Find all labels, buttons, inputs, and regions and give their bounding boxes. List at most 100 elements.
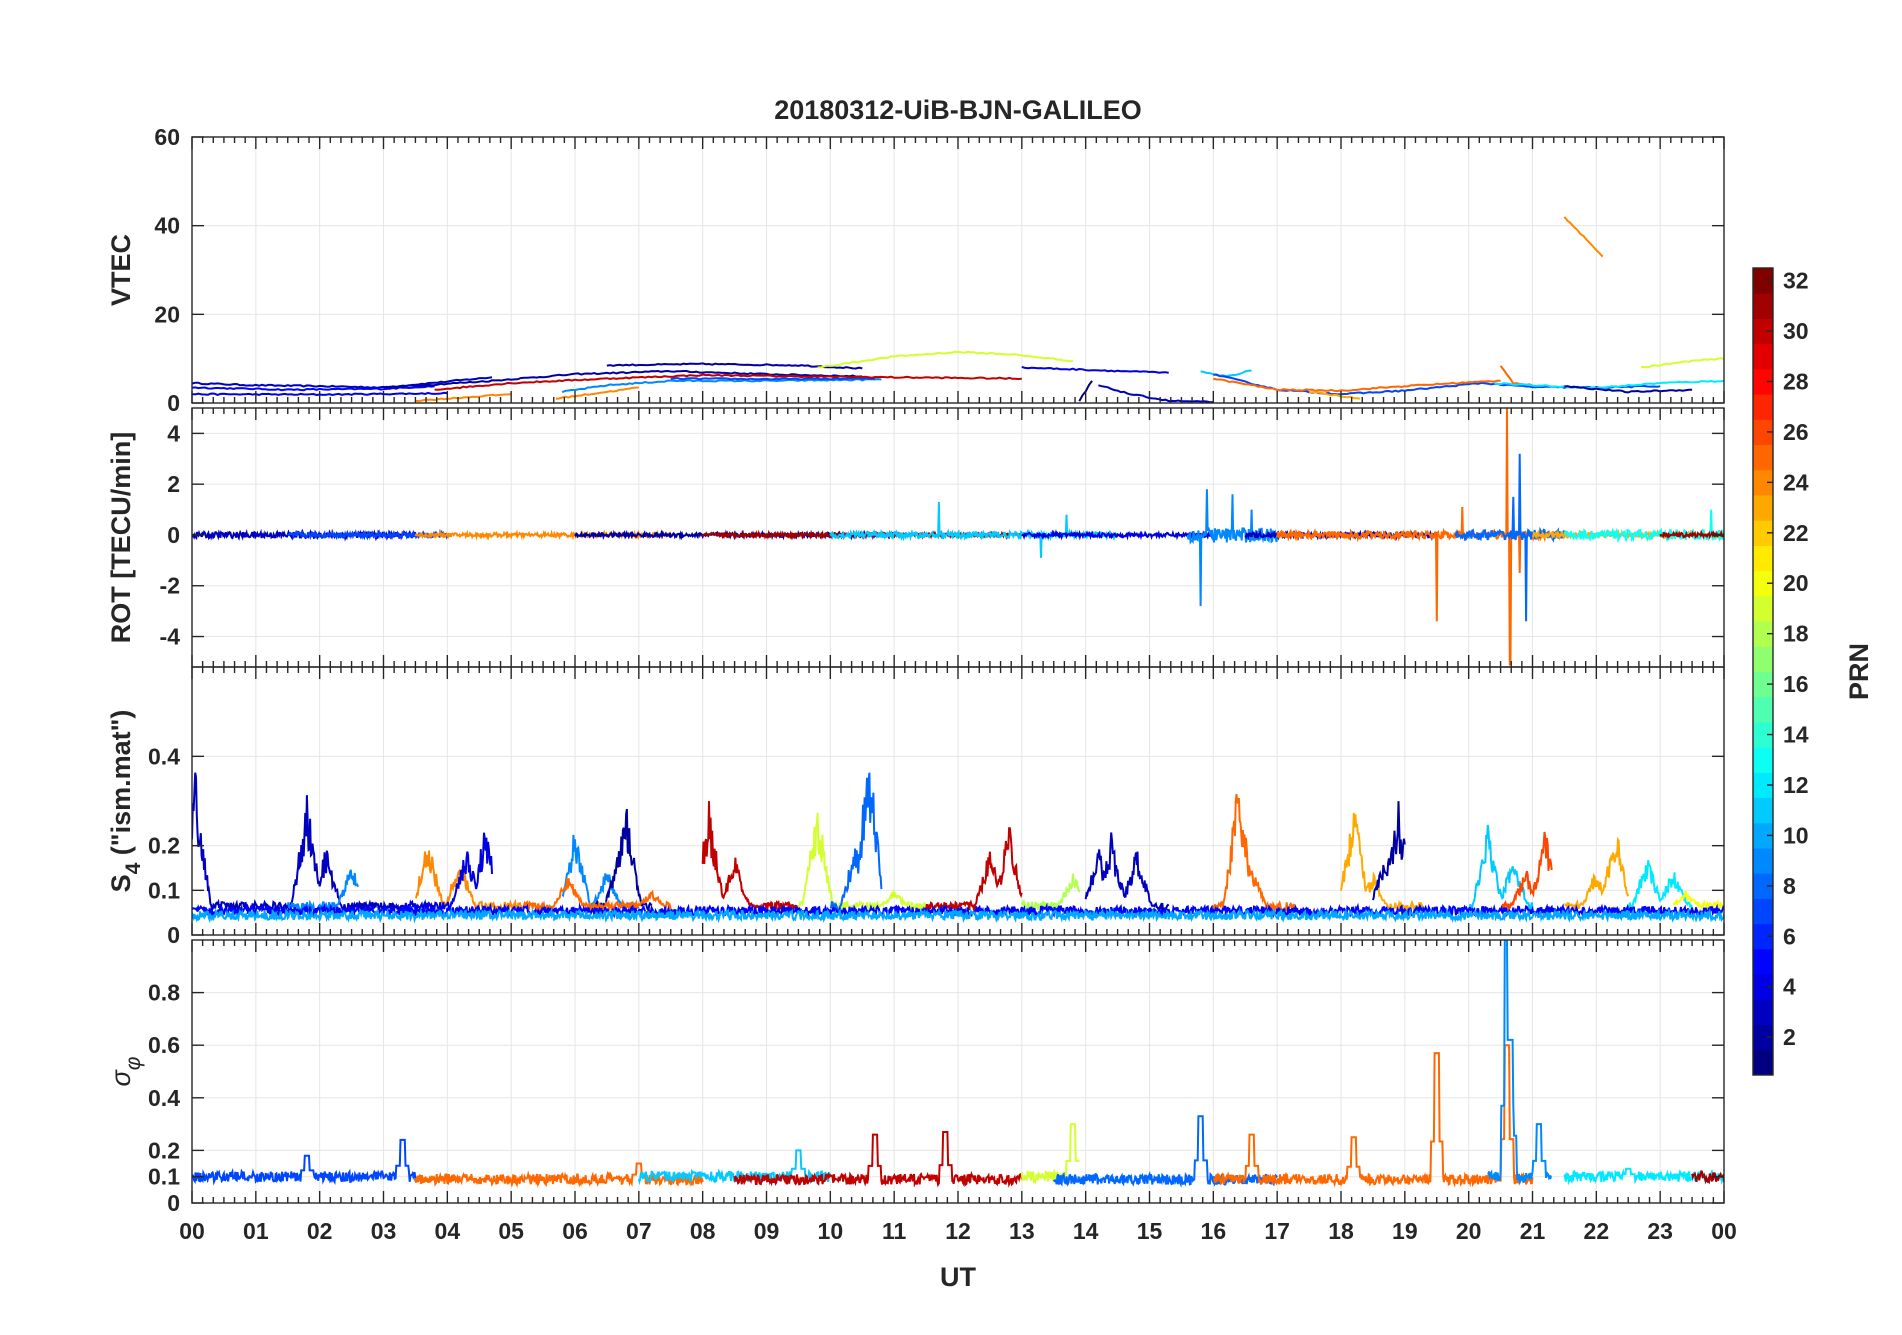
colorbar-swatch (1753, 570, 1773, 597)
colorbar-swatch (1753, 797, 1773, 824)
colorbar-swatch (1753, 494, 1773, 521)
series-line-prn-31 (1691, 1170, 1724, 1185)
x-tick-label: 08 (690, 1218, 716, 1244)
y-tick-label: 40 (154, 213, 180, 239)
chart-title: 20180312-UiB-BJN-GALILEO (774, 95, 1142, 125)
series-line-prn-12 (1493, 379, 1724, 390)
colorbar-swatch (1753, 368, 1773, 395)
colorbar-swatch (1753, 520, 1773, 546)
colorbar-tick-label: 26 (1783, 419, 1809, 445)
series-line-prn-2 (1371, 801, 1406, 901)
colorbar-swatch (1753, 948, 1773, 975)
x-tick-label: 19 (1392, 1218, 1418, 1244)
colorbar-label: PRN (1844, 643, 1874, 700)
colorbar-tick-label: 18 (1783, 621, 1809, 647)
series-line-prn-3 (192, 772, 404, 915)
series-line-prn-25 (1213, 377, 1501, 393)
colorbar-swatch (1753, 747, 1773, 773)
colorbar-swatch (1753, 898, 1773, 925)
colorbar-tick-label: 8 (1783, 873, 1796, 899)
colorbar-swatch (1753, 444, 1773, 471)
colorbar-swatch (1753, 873, 1773, 899)
x-tick-label: 00 (1711, 1218, 1737, 1244)
series-line-prn-20 (1672, 891, 1724, 914)
series-line-prn-19 (817, 350, 1073, 369)
y-tick-label: 60 (154, 124, 180, 150)
series-line-prn-2 (593, 808, 653, 913)
y-tick-label: 4 (167, 420, 180, 446)
series-line-prn-31 (1659, 529, 1724, 540)
x-tick-label: 00 (179, 1218, 205, 1244)
series-line-prn-11 (1467, 824, 1534, 913)
colorbar-swatch (1753, 772, 1773, 799)
colorbar-tick-label: 4 (1783, 974, 1796, 1000)
colorbar-tick-label: 20 (1783, 570, 1809, 596)
y-tick-label: 0.8 (148, 980, 180, 1006)
series-line-prn-9 (286, 869, 359, 914)
colorbar-swatch (1753, 999, 1773, 1026)
series-line-prn-24 (414, 850, 525, 915)
series-line-prn-5 (192, 385, 435, 392)
x-tick-label: 05 (498, 1218, 524, 1244)
series-line-prn-26 (1500, 831, 1553, 911)
x-tick-label: 15 (1137, 1218, 1163, 1244)
y-axis-label: σφ (106, 1056, 145, 1086)
series-group (192, 408, 1724, 666)
x-tick-label: 13 (1009, 1218, 1035, 1244)
series-line-prn-3 (1084, 832, 1170, 915)
x-tick-label: 21 (1520, 1218, 1546, 1244)
colorbar-tick-label: 16 (1783, 671, 1809, 697)
x-tick-label: 03 (371, 1218, 397, 1244)
series-line-prn-2 (1564, 385, 1693, 394)
colorbar-swatch (1753, 293, 1773, 319)
y-tick-label: 0 (167, 922, 180, 948)
series-line-prn-19 (1020, 1123, 1080, 1185)
series-line-prn-23 (1564, 836, 1630, 911)
y-tick-label: 20 (154, 301, 180, 327)
colorbar-swatch (1753, 343, 1773, 370)
y-tick-label: 0.2 (148, 1137, 180, 1163)
colorbar-swatch (1753, 646, 1773, 672)
colorbar-swatch (1753, 822, 1773, 849)
colorbar-tick-label: 28 (1783, 368, 1809, 394)
colorbar-tick-label: 10 (1783, 822, 1809, 848)
colorbar-swatch (1753, 621, 1773, 647)
series-line-prn-5 (192, 902, 1724, 920)
series-line-prn-4 (1021, 365, 1169, 374)
series-line-prn-9 (1186, 489, 1279, 607)
colorbar-swatch (1753, 419, 1773, 446)
series-line-prn-25 (1212, 1044, 1534, 1188)
colorbar-swatch (1753, 545, 1773, 572)
series-line-prn-30 (701, 801, 800, 914)
series-line-prn-18 (1020, 873, 1081, 915)
y-tick-label: 0.4 (148, 1085, 180, 1111)
colorbar-swatch (1753, 696, 1773, 723)
colorbar-swatch (1753, 671, 1773, 698)
colorbar-swatch (1753, 469, 1773, 496)
series-line-prn-24 (1563, 216, 1604, 258)
y-tick-label: 2 (167, 471, 180, 497)
panel-sigma: 00.10.2 0.4 0.6 0.8 σφ 00 01 02 03 04 05 06 07 08 09 10… (106, 939, 1737, 1244)
y-tick-label: 0.4 (148, 743, 180, 769)
y-tick-label: 0 (167, 522, 180, 548)
series-line-prn-2 (383, 369, 863, 389)
panel-rot: -4 -2 0 2 4 ROT [TECU/min] (106, 407, 1725, 668)
x-tick-label: 01 (243, 1218, 269, 1244)
colorbar-frame (1752, 267, 1774, 1076)
y-tick-label: 0.1 (148, 877, 180, 903)
x-tick-label: 16 (1201, 1218, 1227, 1244)
colorbar-swatch (1753, 1024, 1773, 1051)
y-tick-label: -2 (160, 573, 180, 599)
x-tick-label: 07 (626, 1218, 652, 1244)
x-tick-label: 10 (818, 1218, 844, 1244)
series-line-prn-3 (1098, 384, 1214, 403)
colorbar-swatch (1753, 923, 1773, 950)
series-line-prn-30 (434, 373, 1022, 391)
series-line-prn-11 (1200, 369, 1252, 378)
series-line-prn-30 (733, 1131, 1023, 1188)
colorbar-swatch (1753, 595, 1773, 622)
colorbar-tick-label: 2 (1783, 1024, 1796, 1050)
colorbar-swatch (1753, 974, 1773, 1000)
y-axis-label: VTEC (106, 234, 136, 306)
